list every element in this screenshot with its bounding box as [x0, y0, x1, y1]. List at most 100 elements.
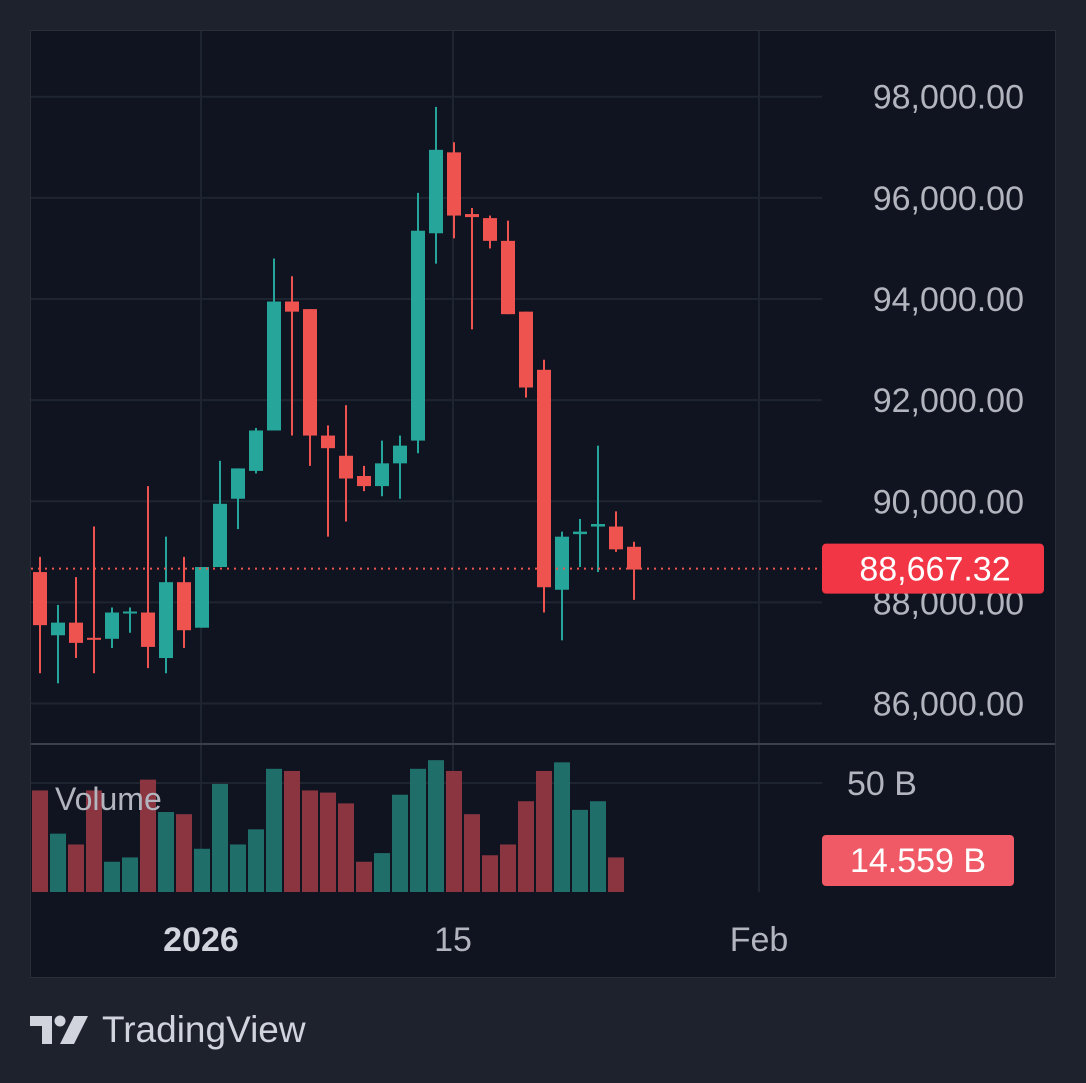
candle-body	[213, 503, 227, 568]
y-tick-label: 90,000.00	[873, 483, 1024, 521]
volume-bar	[464, 814, 480, 892]
candle	[249, 427, 263, 474]
volume-bar	[86, 790, 102, 892]
volume-bar	[266, 768, 282, 892]
candlestick-chart[interactable]: 98,000.00 96,000.00 94,000.00 92,000.00 90,0…	[0, 0, 1086, 1000]
candle	[501, 220, 515, 315]
last-price-label: 88,667.32	[859, 551, 1010, 589]
candle	[141, 486, 155, 669]
candle	[159, 536, 173, 674]
volume-bar	[572, 809, 588, 892]
candle-body	[429, 149, 443, 234]
volume-bar	[176, 814, 192, 892]
candle	[123, 607, 137, 633]
volume-last-badge: 14.559 B	[822, 835, 1014, 886]
candle-body	[501, 240, 515, 315]
candle-body	[537, 369, 551, 588]
volume-series	[32, 760, 624, 892]
volume-bar	[284, 770, 300, 892]
candle-body	[285, 301, 299, 312]
volume-bar	[338, 803, 354, 892]
tradingview-logo[interactable]: TradingView	[30, 1008, 306, 1052]
volume-bar	[50, 833, 66, 892]
candle	[609, 511, 623, 552]
volume-bar	[518, 801, 534, 892]
candle-body	[159, 582, 173, 659]
tradingview-logo-icon	[30, 1015, 88, 1044]
volume-bar	[482, 855, 498, 892]
y-tick-label: 86,000.00	[873, 686, 1024, 724]
candle	[411, 192, 425, 454]
candle-body	[87, 637, 101, 640]
volume-bar	[248, 829, 264, 892]
candle	[87, 526, 101, 674]
candle	[105, 607, 119, 648]
volume-bar	[104, 861, 120, 892]
candle-body	[33, 572, 47, 626]
candle-body	[411, 230, 425, 441]
candle	[429, 106, 443, 264]
y-tick-label: 94,000.00	[873, 281, 1024, 319]
candle	[465, 207, 479, 330]
last-price-badge: 88,667.32	[822, 543, 1044, 594]
volume-bar	[536, 770, 552, 892]
grid-lines	[31, 31, 822, 892]
volume-bar	[158, 812, 174, 892]
candle-body	[321, 435, 335, 449]
candle-body	[519, 311, 533, 388]
candle-body	[483, 218, 497, 241]
candle	[591, 445, 605, 573]
volume-bar	[140, 779, 156, 892]
x-tick-2026: 2026	[163, 921, 239, 959]
price-series	[33, 106, 641, 684]
candle-body	[591, 524, 605, 527]
x-tick-feb: Feb	[730, 921, 789, 959]
candle-body	[609, 526, 623, 550]
volume-bar	[410, 768, 426, 892]
price-axis: 98,000.00 96,000.00 94,000.00 92,000.00 90,0…	[873, 79, 1024, 724]
volume-bar	[428, 760, 444, 892]
volume-bar	[302, 790, 318, 892]
x-tick-15: 15	[434, 921, 472, 959]
candle	[573, 518, 587, 568]
volume-bar	[356, 861, 372, 892]
candle-body	[555, 536, 569, 590]
candle	[375, 440, 389, 497]
candle	[555, 531, 569, 641]
brand-name: TradingView	[102, 1009, 306, 1050]
volume-bar	[320, 792, 336, 892]
candle	[267, 258, 281, 431]
candle	[519, 311, 533, 398]
candle	[285, 276, 299, 436]
volume-bar	[374, 853, 390, 892]
candle-body	[303, 309, 317, 436]
y-tick-label: 96,000.00	[873, 180, 1024, 218]
candle	[33, 556, 47, 674]
candle	[483, 215, 497, 249]
volume-bar	[194, 848, 210, 892]
candle-body	[51, 622, 65, 636]
candle-body	[177, 582, 191, 631]
volume-bar	[392, 794, 408, 892]
candle-body	[123, 611, 137, 614]
volume-bar	[554, 762, 570, 892]
candle	[393, 435, 407, 499]
volume-last-label: 14.559 B	[850, 842, 986, 880]
candle-body	[627, 546, 641, 570]
candle-body	[393, 445, 407, 464]
volume-bar	[230, 844, 246, 892]
candle-body	[231, 468, 245, 499]
candle	[357, 465, 371, 492]
candle	[627, 541, 641, 600]
volume-bar	[500, 844, 516, 892]
y-tick-label: 92,000.00	[873, 382, 1024, 420]
volume-axis-label: 50 B	[847, 765, 917, 803]
candle	[69, 577, 83, 659]
volume-bar	[68, 844, 84, 892]
candle-body	[105, 612, 119, 639]
candle-body	[141, 612, 155, 647]
candle-body	[267, 301, 281, 431]
candle-body	[339, 455, 353, 479]
candle	[51, 604, 65, 684]
candle-body	[465, 214, 479, 218]
